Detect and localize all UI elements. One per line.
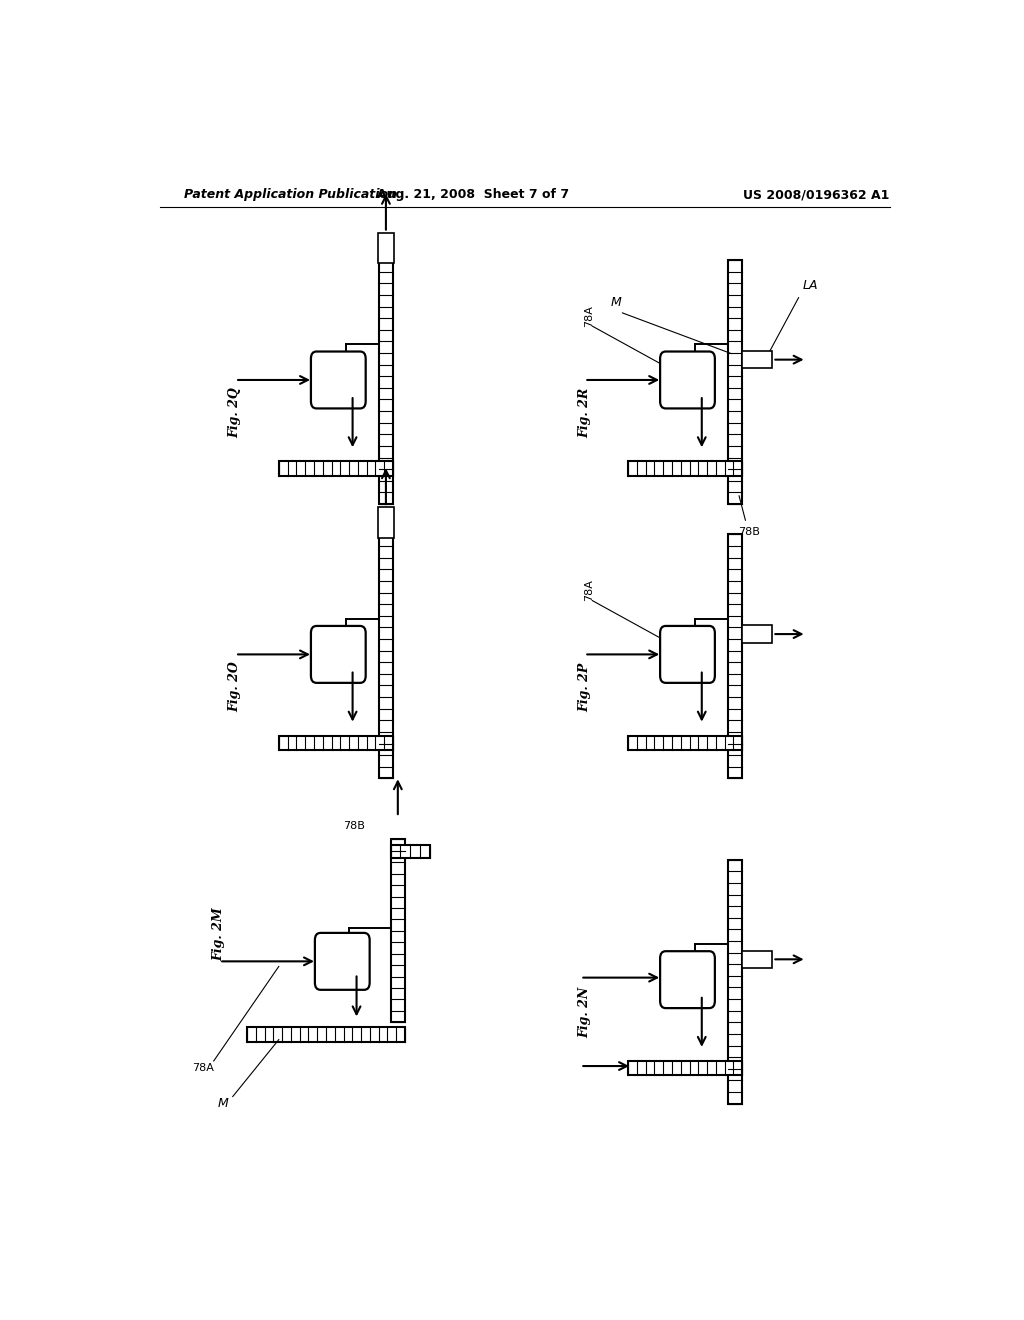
Bar: [247, 1027, 404, 1041]
Text: Aug. 21, 2008  Sheet 7 of 7: Aug. 21, 2008 Sheet 7 of 7: [377, 189, 569, 202]
Bar: [728, 535, 742, 779]
FancyBboxPatch shape: [660, 351, 715, 408]
Text: Patent Application Publication: Patent Application Publication: [183, 189, 396, 202]
Bar: [379, 535, 393, 779]
FancyBboxPatch shape: [315, 933, 370, 990]
Text: Fig. 2P: Fig. 2P: [578, 663, 591, 713]
Bar: [628, 461, 742, 475]
Text: 78B: 78B: [343, 821, 366, 832]
Bar: [279, 735, 393, 750]
Text: 78B: 78B: [738, 528, 761, 537]
Text: 78A: 78A: [193, 1063, 214, 1073]
Text: LA: LA: [803, 279, 818, 292]
Text: Fig. 2O: Fig. 2O: [228, 661, 242, 713]
FancyBboxPatch shape: [311, 351, 366, 408]
Text: M: M: [218, 1097, 228, 1110]
Text: 78A: 78A: [585, 579, 594, 602]
Bar: [379, 260, 393, 504]
Bar: [391, 845, 430, 858]
FancyBboxPatch shape: [311, 626, 366, 682]
Bar: [742, 950, 772, 968]
Bar: [728, 260, 742, 504]
Bar: [378, 507, 394, 537]
Bar: [742, 626, 772, 643]
Bar: [628, 735, 742, 750]
Bar: [742, 351, 772, 368]
Bar: [728, 859, 742, 1104]
Bar: [628, 1061, 742, 1076]
Bar: [391, 840, 404, 1022]
FancyBboxPatch shape: [660, 626, 715, 682]
Text: Fig. 2Q: Fig. 2Q: [228, 387, 242, 438]
Text: Fig. 2N: Fig. 2N: [578, 986, 591, 1038]
Text: M: M: [610, 296, 622, 309]
Bar: [378, 232, 394, 263]
FancyBboxPatch shape: [660, 952, 715, 1008]
Bar: [279, 461, 393, 475]
Text: Fig. 2M: Fig. 2M: [213, 908, 225, 961]
Text: Fig. 2R: Fig. 2R: [578, 388, 591, 438]
Text: 78A: 78A: [585, 305, 594, 327]
Text: US 2008/0196362 A1: US 2008/0196362 A1: [743, 189, 890, 202]
